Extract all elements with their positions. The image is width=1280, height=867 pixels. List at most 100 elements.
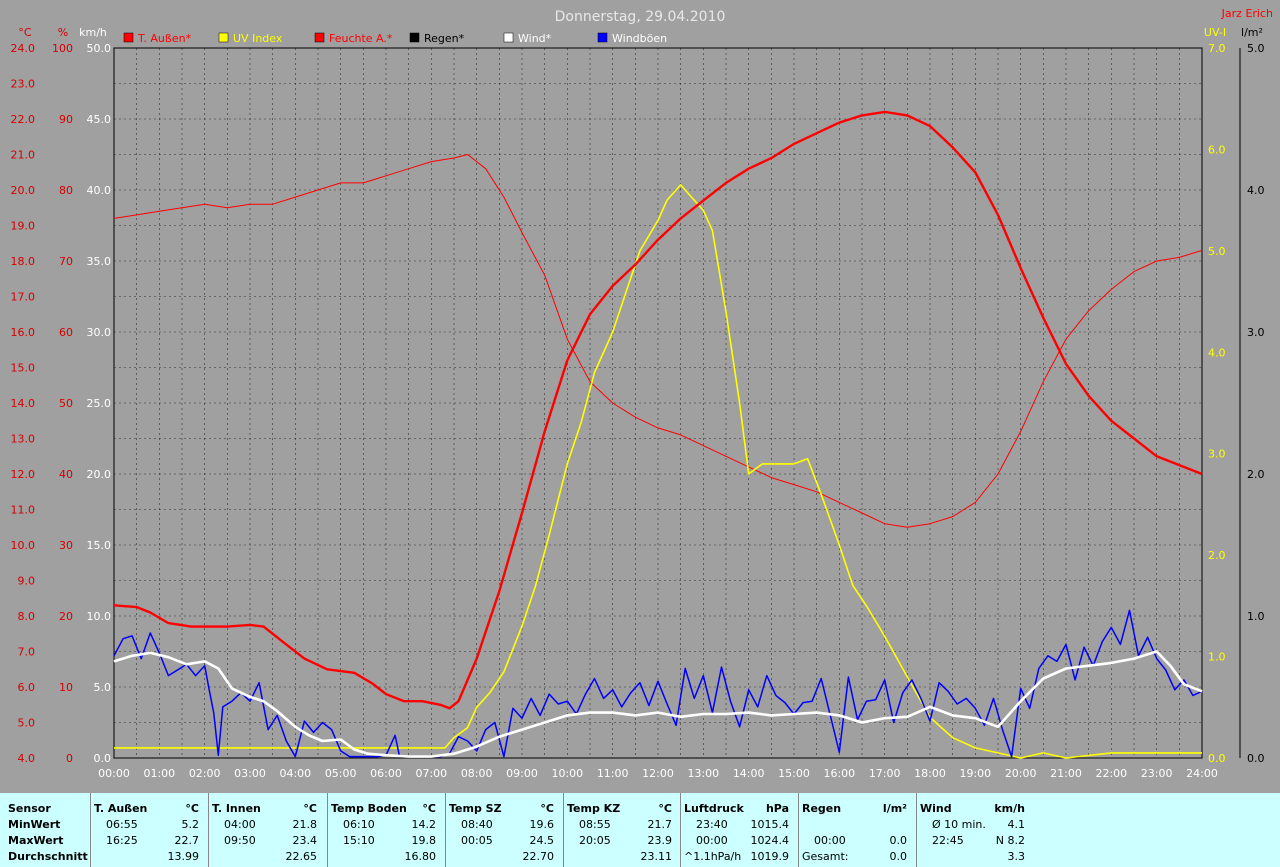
stats-value: 0.0: [889, 834, 908, 847]
legend-label: UV Index: [233, 32, 283, 45]
stats-avg-label: Durchschnitt: [8, 850, 88, 863]
time-tick-label: 07:00: [415, 767, 447, 780]
stats-value: 23.9: [647, 834, 673, 847]
temp-tick-label: 10.0: [11, 539, 36, 552]
stats-separator: [680, 793, 681, 867]
temp-tick-label: 11.0: [11, 504, 36, 517]
stats-value: 23.4: [292, 834, 318, 847]
stats-column: Regen l/m² 00:00 0.0 Gesamt: 0.0: [802, 793, 907, 867]
stats-column: Luftdruck hPa 23:40 1015.4 00:00 1024.4 ^1.1hP…: [684, 793, 789, 867]
stats-cell: T. Innen: [212, 802, 261, 815]
wind-tick-label: 25.0: [87, 397, 112, 410]
time-tick-label: 17:00: [869, 767, 901, 780]
stats-cell: Wind: [920, 802, 952, 815]
rain-tick-label: 0.0: [1247, 752, 1265, 765]
stats-cell: 06:10: [343, 818, 375, 831]
author-label: Jarz Erich: [1221, 7, 1273, 20]
temp-tick-label: 13.0: [11, 433, 36, 446]
uv-unit-label: UV-I: [1204, 26, 1226, 39]
stats-column: Temp SZ °C 08:40 19.6 00:05 24.5 22.70: [449, 793, 554, 867]
wind-tick-label: 15.0: [87, 539, 112, 552]
uv-tick-label: 4.0: [1208, 346, 1226, 359]
chart-axes: 24.0 23.0 22.0 21.0 20.0 19.0 18.0 17.0 16.0 15.0…: [11, 26, 1265, 780]
wind-tick-label: 20.0: [87, 468, 112, 481]
stats-value: 19.6: [529, 818, 555, 831]
legend-label: Regen*: [424, 32, 465, 45]
wind-tick-label: 5.0: [94, 681, 112, 694]
stats-value: km/h: [994, 802, 1025, 815]
humidity-tick-label: 100: [52, 42, 73, 55]
stats-value: 1019.9: [750, 850, 790, 863]
temp-tick-label: 8.0: [18, 610, 36, 623]
legend-label: Wind*: [518, 32, 552, 45]
stats-value: °C: [185, 802, 199, 815]
stats-separator: [916, 793, 917, 867]
series-line-taußen: [113, 110, 1203, 710]
stats-cell: 23:40: [696, 818, 728, 831]
temp-unit-label: °C: [18, 26, 32, 39]
time-tick-label: 14:00: [733, 767, 765, 780]
stats-value: 1024.4: [750, 834, 790, 847]
time-tick-label: 10:00: [551, 767, 583, 780]
temp-tick-label: 20.0: [11, 184, 36, 197]
temp-tick-label: 5.0: [18, 717, 36, 730]
rain-unit-label: l/m²: [1241, 26, 1263, 39]
stats-separator: [208, 793, 209, 867]
temp-tick-label: 19.0: [11, 220, 36, 233]
temp-tick-label: 9.0: [18, 575, 36, 588]
time-tick-label: 23:00: [1141, 767, 1173, 780]
humidity-tick-label: 70: [59, 255, 73, 268]
time-tick-label: 08:00: [461, 767, 493, 780]
stats-cell: 09:50: [224, 834, 256, 847]
humidity-unit-label: %: [58, 26, 68, 39]
statistics-panel: Sensor MinWert MaxWert Durchschnitt T. A…: [0, 793, 1280, 867]
stats-sensor-column: Sensor MinWert MaxWert Durchschnitt: [8, 793, 88, 867]
stats-cell: 20:05: [579, 834, 611, 847]
temp-tick-label: 4.0: [18, 752, 36, 765]
stats-value: 22.70: [522, 850, 555, 863]
stats-min-label: MinWert: [8, 818, 61, 831]
legend-swatch: [218, 32, 229, 43]
uv-tick-label: 6.0: [1208, 143, 1226, 156]
stats-cell: Temp Boden: [331, 802, 407, 815]
stats-separator: [327, 793, 328, 867]
time-tick-label: 03:00: [234, 767, 266, 780]
legend-label: Feuchte A.*: [329, 32, 393, 45]
stats-cell: Regen: [802, 802, 842, 815]
stats-value: 14.2: [411, 818, 437, 831]
rain-tick-label: 2.0: [1247, 468, 1265, 481]
temp-tick-label: 15.0: [11, 362, 36, 375]
rain-tick-label: 5.0: [1247, 42, 1265, 55]
stats-cell: 00:05: [461, 834, 493, 847]
temp-tick-label: 6.0: [18, 681, 36, 694]
stats-value: 21.8: [292, 818, 318, 831]
temp-tick-label: 18.0: [11, 255, 36, 268]
stats-cell: 08:40: [461, 818, 493, 831]
legend-swatch: [503, 32, 514, 43]
time-tick-label: 09:00: [506, 767, 538, 780]
temp-tick-label: 24.0: [11, 42, 36, 55]
legend-label: T. Außen*: [137, 32, 192, 45]
stats-value: 1015.4: [750, 818, 790, 831]
stats-value: 13.99: [167, 850, 200, 863]
wind-tick-label: 40.0: [87, 184, 112, 197]
temp-tick-label: 23.0: [11, 78, 36, 91]
stats-value: N 8.2: [995, 834, 1025, 847]
time-tick-label: 24:00: [1186, 767, 1218, 780]
stats-value: 24.5: [529, 834, 555, 847]
stats-cell: Gesamt:: [802, 850, 849, 863]
wind-tick-label: 30.0: [87, 326, 112, 339]
time-tick-label: 05:00: [325, 767, 357, 780]
stats-sensor-header: Sensor: [8, 802, 51, 815]
legend-swatch: [409, 32, 420, 43]
temp-tick-label: 21.0: [11, 149, 36, 162]
stats-value: hPa: [765, 802, 789, 815]
uv-tick-label: 1.0: [1208, 651, 1226, 664]
humidity-tick-label: 50: [59, 397, 73, 410]
stats-cell: T. Außen: [94, 802, 148, 815]
chart-series: [113, 110, 1203, 759]
time-tick-label: 02:00: [189, 767, 221, 780]
humidity-tick-label: 0: [66, 752, 73, 765]
legend-label: Windböen: [612, 32, 667, 45]
rain-tick-label: 4.0: [1247, 184, 1265, 197]
